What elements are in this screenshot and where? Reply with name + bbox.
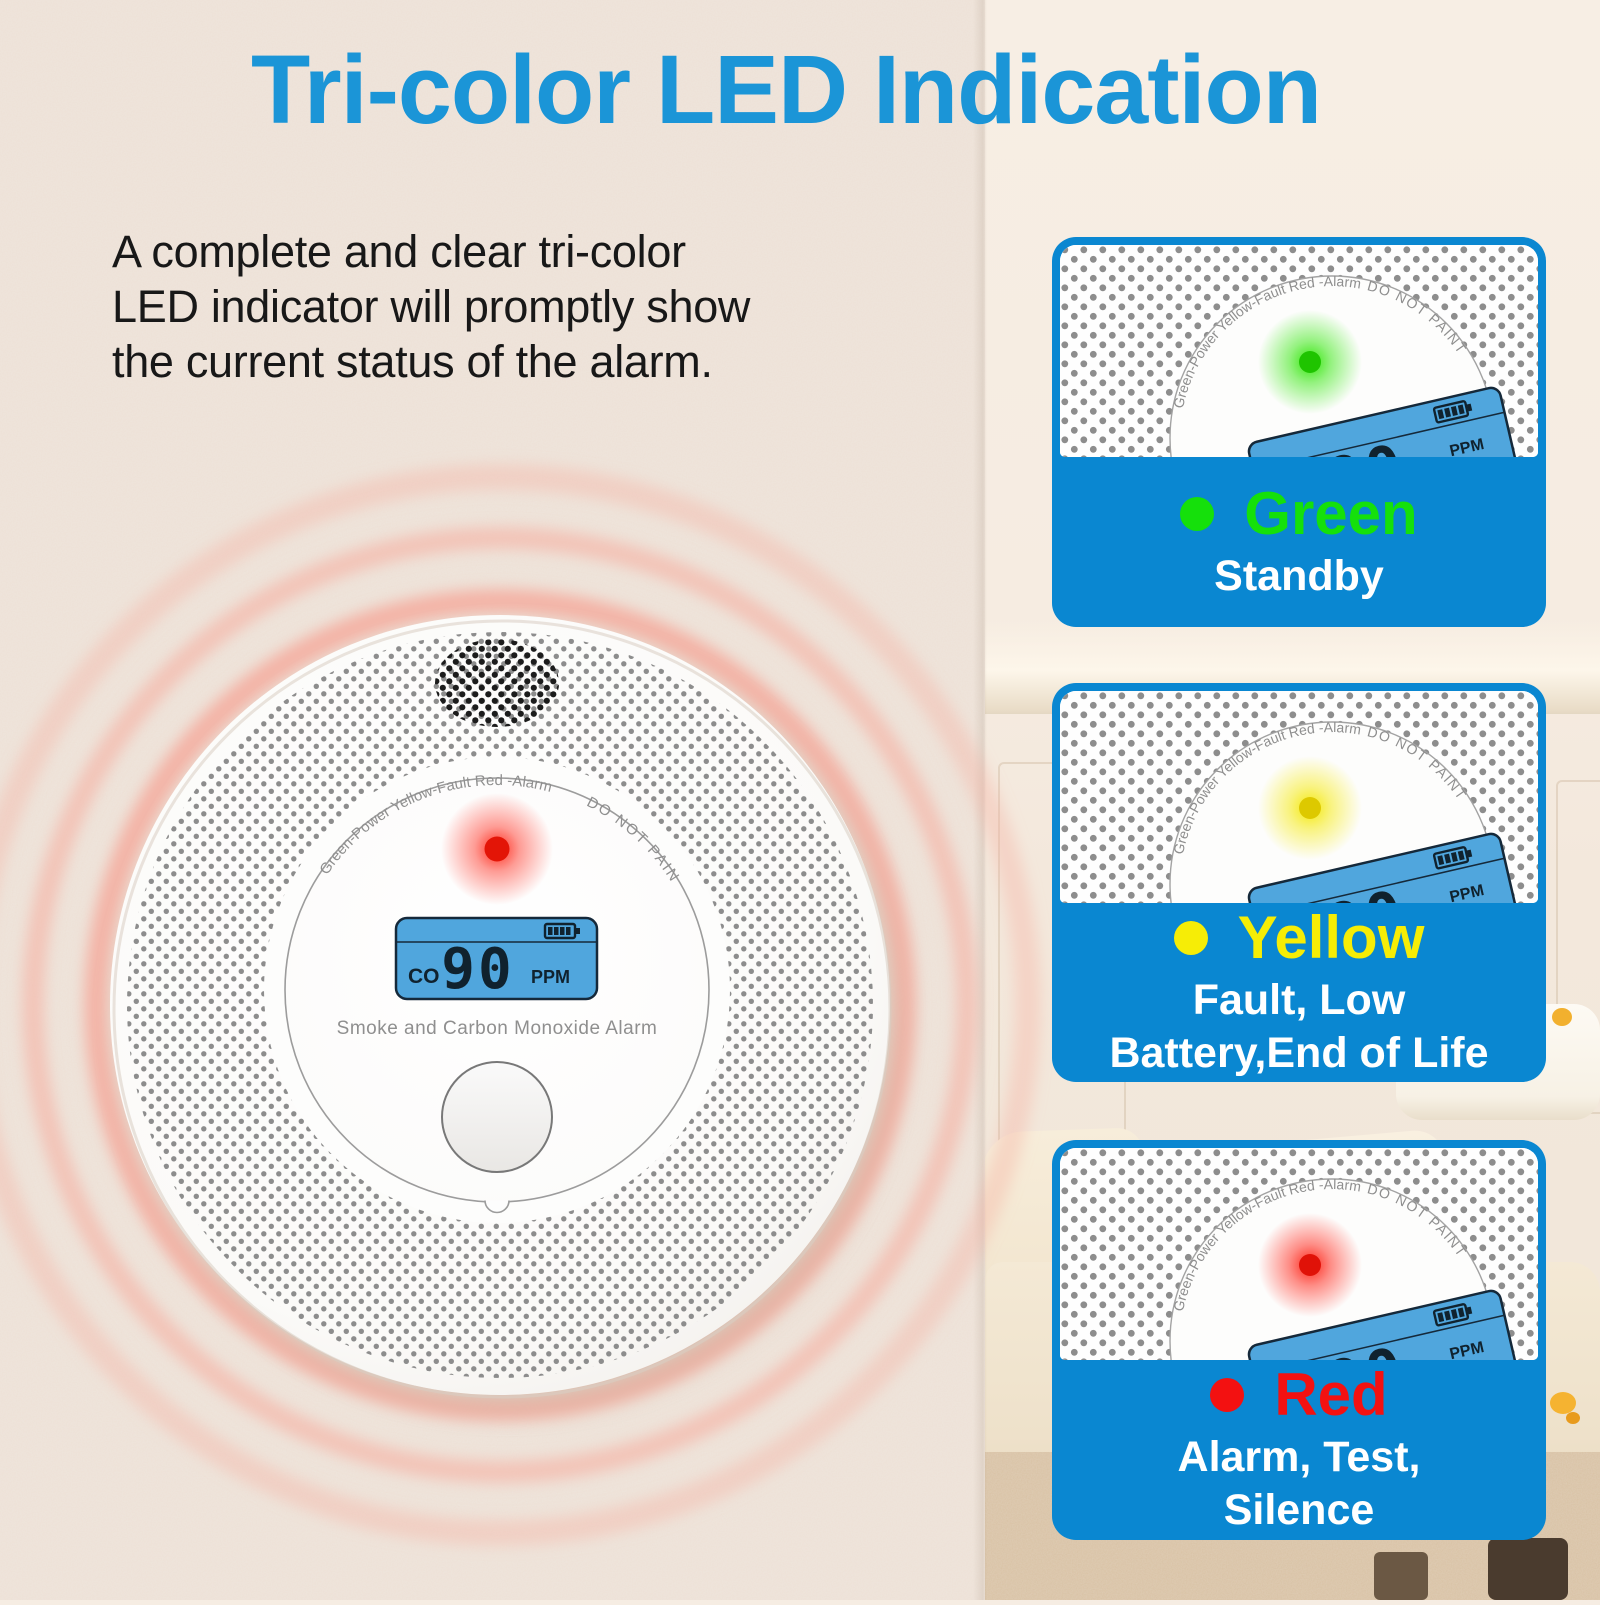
yellow-led-bullet-icon bbox=[1173, 920, 1208, 955]
status-led-red bbox=[1258, 1213, 1362, 1317]
card-caption: Green Standby bbox=[1052, 457, 1546, 627]
red-led-bullet-icon bbox=[1210, 1378, 1245, 1412]
status-led-green bbox=[1258, 310, 1362, 414]
detector-closeup-photo: Green-Power Yellow-Fault Red -Alarm DO N… bbox=[1060, 1148, 1538, 1360]
toy-decor bbox=[1552, 1008, 1572, 1026]
smoke-alarm-product-image: Green-Power Yellow-Fault Red -Alarm DO N… bbox=[0, 405, 1041, 1546]
description-line: A complete and clear tri-color bbox=[112, 226, 686, 277]
lcd-value: 90 bbox=[441, 937, 514, 1002]
description-line: the current status of the alarm. bbox=[112, 336, 713, 387]
led-state-card-yellow: Green-Power Yellow-Fault Red -Alarm DO N… bbox=[1052, 683, 1546, 1082]
lcd-unit-label: PPM bbox=[1448, 436, 1486, 457]
led-state-card-green: Green-Power Yellow-Fault Red -Alarm DO N… bbox=[1052, 237, 1546, 627]
lcd-display: CO 90 PPM bbox=[394, 916, 599, 1002]
product-name-label: Smoke and Carbon Monoxide Alarm bbox=[337, 1018, 658, 1039]
test-button[interactable] bbox=[441, 1061, 553, 1173]
status-led-red bbox=[441, 793, 553, 905]
lcd-display: 90 PPM bbox=[1247, 386, 1523, 457]
lcd-display: 90 PPM bbox=[1247, 1289, 1523, 1360]
battery-icon bbox=[1432, 846, 1473, 870]
status-led-yellow bbox=[1258, 756, 1362, 860]
lcd-gas-label: CO bbox=[408, 965, 440, 988]
alarm-rim bbox=[112, 619, 892, 1399]
battery-icon bbox=[1432, 400, 1473, 424]
led-label-row: Yellow bbox=[1173, 903, 1425, 971]
alarm-signal-rings bbox=[0, 464, 1041, 1546]
furniture-leg bbox=[1488, 1538, 1568, 1600]
led-label-row: Green bbox=[1180, 479, 1418, 547]
led-meaning: Standby bbox=[1214, 551, 1384, 600]
lcd-unit-label: PPM bbox=[531, 967, 570, 987]
speaker-grille-icon bbox=[435, 639, 559, 727]
led-color-name: Yellow bbox=[1237, 903, 1425, 971]
battery-icon bbox=[1432, 1303, 1473, 1327]
lcd-display: 90 PPM bbox=[1247, 832, 1523, 903]
led-meaning: Fault, Low Battery,End of Life bbox=[1109, 975, 1489, 1077]
battery-icon bbox=[543, 922, 580, 940]
toy-decor bbox=[1566, 1412, 1580, 1424]
led-label-row: Red bbox=[1210, 1361, 1388, 1428]
detector-closeup-photo: Green-Power Yellow-Fault Red -Alarm DO N… bbox=[1060, 245, 1538, 457]
led-state-card-red: Green-Power Yellow-Fault Red -Alarm DO N… bbox=[1052, 1140, 1546, 1540]
card-caption: Yellow Fault, Low Battery,End of Life bbox=[1052, 903, 1546, 1082]
furniture-leg bbox=[1374, 1552, 1428, 1600]
alignment-notch bbox=[484, 1200, 510, 1214]
page-title: Tri-color LED Indication bbox=[251, 35, 1322, 144]
lcd-unit-label: PPM bbox=[1448, 1339, 1486, 1360]
led-color-name: Red bbox=[1274, 1361, 1388, 1428]
lcd-unit-label: PPM bbox=[1448, 882, 1486, 903]
detector-closeup-photo: Green-Power Yellow-Fault Red -Alarm DO N… bbox=[1060, 691, 1538, 903]
description-line: LED indicator will promptly show bbox=[112, 281, 751, 332]
description-text: A complete and clear tri-color LED indic… bbox=[112, 224, 952, 389]
led-color-name: Green bbox=[1244, 479, 1418, 547]
toy-decor bbox=[1550, 1392, 1576, 1414]
green-led-bullet-icon bbox=[1180, 496, 1215, 531]
led-meaning: Alarm, Test, Silence bbox=[1177, 1433, 1421, 1534]
card-caption: Red Alarm, Test, Silence bbox=[1052, 1360, 1546, 1540]
